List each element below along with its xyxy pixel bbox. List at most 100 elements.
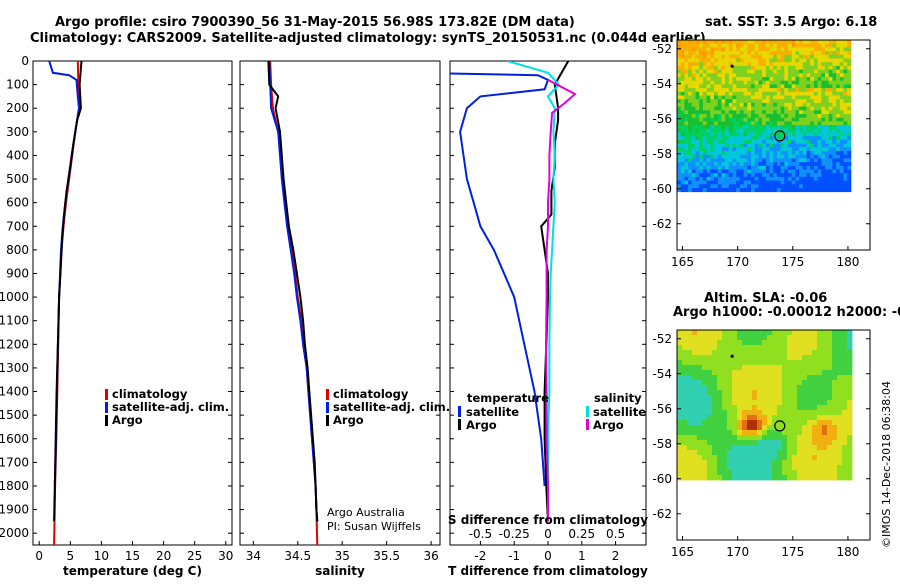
x-tick-label: 0 [35,549,43,563]
x-tick-label: 34 [246,549,261,563]
legend-swatch [458,406,461,417]
legend-label: satellite [466,405,519,419]
legend-swatch [326,415,329,426]
float-position-marker [774,420,786,432]
series-line-climatology [269,61,319,545]
legend-label: satellite [593,405,646,419]
s-tick-label: -0.5 [469,527,492,541]
x-tick-label: -1 [508,549,520,563]
legend-label: satellite-adj. clim. [112,400,229,414]
x-tick-label: -2 [474,549,486,563]
y-tick-label: 1100 [0,314,29,328]
lon-tick-label: 170 [726,255,749,269]
difference-profile-panel: -2 -1 0 1 2T difference from climatology temp… [448,60,648,578]
series-line-salinity-satellite [507,61,561,522]
plot-frame [32,60,233,546]
float-position-marker [774,130,786,142]
map-image [677,40,852,193]
x-tick-label: 15 [125,549,140,563]
plot-frame [239,60,441,546]
legend-label: satellite-adj. clim. [333,400,450,414]
legend-label: Argo [593,418,624,432]
y-tick-label: 1400 [0,385,29,399]
lon-tick-label: 165 [671,545,694,559]
s-tick-label: 0 [544,527,552,541]
legend-heading-temperature: temperature [467,391,549,405]
y-tick-label: 1300 [0,361,29,375]
s-axis-label: S difference from climatology [448,513,648,527]
y-tick-label: 400 [6,148,29,162]
y-tick-label: 800 [6,243,29,257]
lat-tick-label: -54 [652,367,672,381]
prior-position-marker [730,64,734,68]
legend-heading-salinity: salinity [594,391,642,405]
lat-tick-label: -62 [652,507,672,521]
y-tick-label: 2000 [0,526,29,540]
lat-tick-label: -52 [652,332,672,346]
legend-swatch [458,419,461,430]
y-tick-label: 200 [6,101,29,115]
lat-tick-label: -54 [652,77,672,91]
series-group [450,61,577,522]
legend-label: Argo [333,413,364,427]
lat-tick-label: -62 [652,217,672,231]
lon-tick-label: 180 [836,545,859,559]
lat-tick-label: -52 [652,42,672,56]
sla-map-subtitle: Argo h1000: -0.00012 h2000: -0.032 [673,305,900,320]
sst-map-panel: -52 -54 -56 -58 -60 -62 165 170 175 180 [652,39,871,269]
lon-tick-label: 170 [726,545,749,559]
lon-tick-label: 180 [836,255,859,269]
x-tick-label: 10 [94,549,109,563]
x-tick-label: 35.5 [373,549,400,563]
x-tick-label: 30 [218,549,233,563]
lon-tick-label: 175 [781,545,804,559]
y-tick-label: 300 [6,125,29,139]
x-tick-label: 36 [423,549,438,563]
x-axis-label: temperature (deg C) [63,564,202,578]
map-image [677,330,853,481]
x-tick-label: 35 [335,549,350,563]
x-tick-label: 1 [578,549,586,563]
lat-tick-label: -60 [652,182,672,196]
x-tick-label: 25 [187,549,202,563]
y-tick-label: 1900 [0,503,29,517]
x-tick-label: 0 [544,549,552,563]
lat-tick-label: -56 [652,402,672,416]
credit-line-2: PI: Susan Wijffels [327,520,421,533]
series-line-satellite-adj-clim- [268,61,319,522]
y-tick-label: 1800 [0,479,29,493]
credit-line-1: Argo Australia [327,506,405,519]
sla-map-title: Altim. SLA: -0.06 [704,291,827,306]
s-tick-label: 0.5 [606,527,625,541]
series-line-salinity-argo [544,79,577,522]
series-group [267,61,319,545]
imos-watermark: ©IMOS 14-Dec-2018 06:38:04 [880,381,893,548]
y-tick-label: 700 [6,219,29,233]
lon-tick-label: 175 [781,255,804,269]
title-line-2: Climatology: CARS2009. Satellite-adjuste… [30,31,706,46]
salinity-profile-panel: 34 34.5 35 35.5 36 salinity climatologysatelli… [239,60,450,578]
legend-swatch [326,402,329,413]
x-tick-label: 20 [156,549,171,563]
title-line-1: Argo profile: csiro 7900390_56 31-May-20… [55,15,575,30]
sst-map-title: sat. SST: 3.5 Argo: 6.18 [705,15,877,30]
s-tick-label: 0.25 [568,527,595,541]
legend-swatch [326,389,329,400]
s-tick-label: -0.25 [499,527,530,541]
map-frame [676,329,871,541]
x-axis-label: salinity [315,564,365,578]
y-tick-label: 1000 [0,290,29,304]
lat-tick-label: -60 [652,472,672,486]
series-group [48,61,83,545]
y-tick-label: 600 [6,196,29,210]
legend-label: Argo [112,413,143,427]
prior-position-marker [730,354,734,358]
x-tick-label: 5 [66,549,74,563]
y-tick-label: 1700 [0,455,29,469]
x-tick-label: 34.5 [284,549,311,563]
series-line-argo [53,61,83,522]
series-line-satellite-adj-clim- [48,61,81,487]
legend-swatch [105,389,108,400]
series-line-temperature-argo [540,61,570,522]
